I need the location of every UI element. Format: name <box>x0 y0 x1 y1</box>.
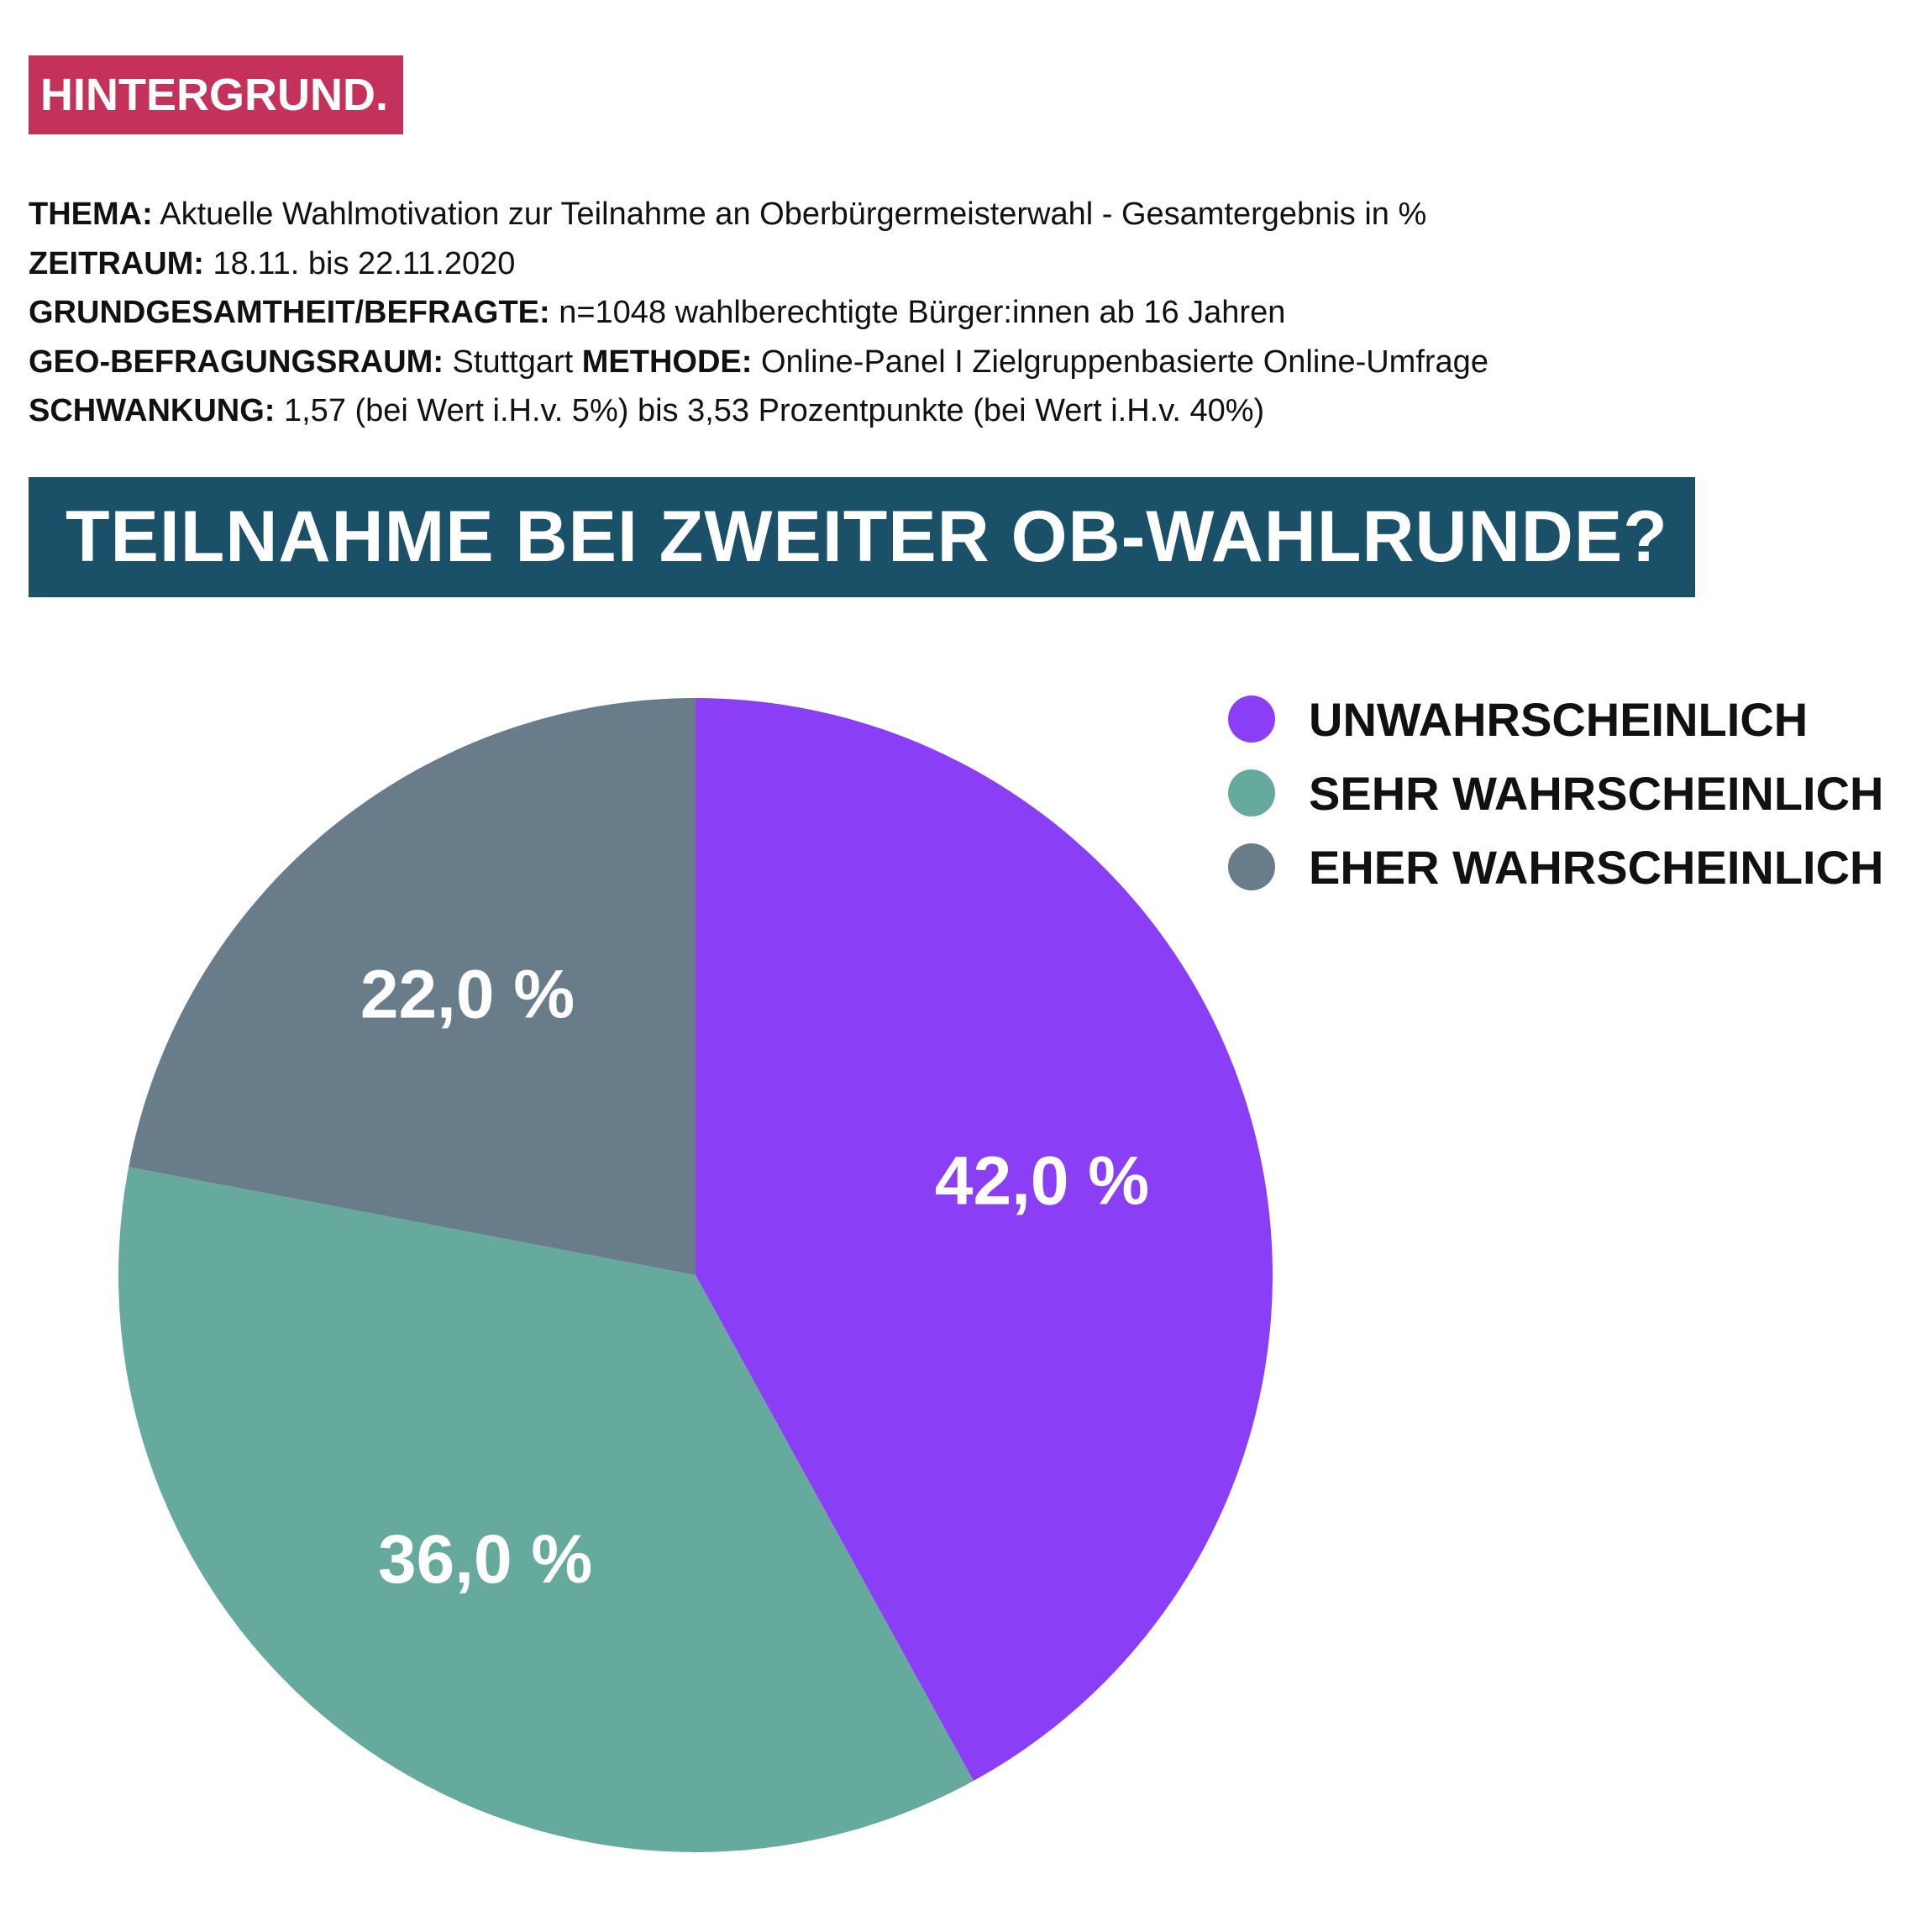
meta-methode-key: METHODE: <box>581 344 753 380</box>
legend-item: EHER WAHRSCHEINLICH <box>1228 830 1883 904</box>
meta-grundgesamtheit-key: GRUNDGESAMTHEIT/BEFRAGTE: <box>29 295 550 330</box>
meta-grundgesamtheit-line: GRUNDGESAMTHEIT/BEFRAGTE: n=1048 wahlber… <box>29 288 1877 338</box>
pie-slice-sehr-wahrscheinlich <box>118 1167 974 1852</box>
meta-grundgesamtheit-value: n=1048 wahlberechtigte Bürger:innen ab 1… <box>549 295 1286 330</box>
legend-swatch <box>1228 696 1275 743</box>
meta-schwankung-value: 1,57 (bei Wert i.H.v. 5%) bis 3,53 Proze… <box>275 393 1265 428</box>
meta-geo-value: Stuttgart <box>443 344 582 380</box>
meta-methode-value: Online-Panel I Zielgruppenbasierte Onlin… <box>752 344 1488 380</box>
legend-item: UNWAHRSCHEINLICH <box>1228 682 1883 756</box>
legend-swatch <box>1228 769 1275 816</box>
meta-thema-value: Aktuelle Wahlmotivation zur Teilnahme an… <box>152 197 1427 232</box>
chart-title: TEILNAHME BEI ZWEITER OB-WAHLRUNDE? <box>66 496 1668 577</box>
meta-geo-line: GEO-BEFRAGUNGSRAUM: Stuttgart METHODE: O… <box>29 338 1877 387</box>
meta-schwankung-key: SCHWANKUNG: <box>29 393 276 428</box>
chart-title-banner: TEILNAHME BEI ZWEITER OB-WAHLRUNDE? <box>29 477 1695 597</box>
slice-value-label: 42,0 % <box>935 1143 1149 1220</box>
pie-slice-unwahrscheinlich <box>696 698 1273 1782</box>
meta-thema-key: THEMA: <box>29 197 153 232</box>
meta-zeitraum-key: ZEITRAUM: <box>29 245 204 281</box>
slice-value-label: 22,0 % <box>360 956 575 1032</box>
meta-thema-line: THEMA: Aktuelle Wahlmotivation zur Teiln… <box>29 190 1877 239</box>
section-tag: HINTERGRUND. <box>29 55 403 134</box>
legend-item: SEHR WAHRSCHEINLICH <box>1228 756 1883 830</box>
legend-label: UNWAHRSCHEINLICH <box>1309 692 1809 746</box>
legend-swatch <box>1228 843 1275 890</box>
meta-zeitraum-line: ZEITRAUM: 18.11. bis 22.11.2020 <box>29 239 1877 289</box>
survey-metadata: THEMA: Aktuelle Wahlmotivation zur Teiln… <box>29 190 1877 436</box>
legend-label: EHER WAHRSCHEINLICH <box>1309 840 1884 894</box>
meta-zeitraum-value: 18.11. bis 22.11.2020 <box>203 245 516 281</box>
pie-slice-eher-wahrscheinlich <box>129 698 696 1275</box>
meta-schwankung-line: SCHWANKUNG: 1,57 (bei Wert i.H.v. 5%) bi… <box>29 386 1877 436</box>
meta-geo-key: GEO-BEFRAGUNGSRAUM: <box>29 344 444 380</box>
slice-value-label: 36,0 % <box>378 1521 592 1598</box>
legend-label: SEHR WAHRSCHEINLICH <box>1309 766 1884 820</box>
chart-legend: UNWAHRSCHEINLICH SEHR WAHRSCHEINLICH EHER … <box>1228 682 1883 904</box>
